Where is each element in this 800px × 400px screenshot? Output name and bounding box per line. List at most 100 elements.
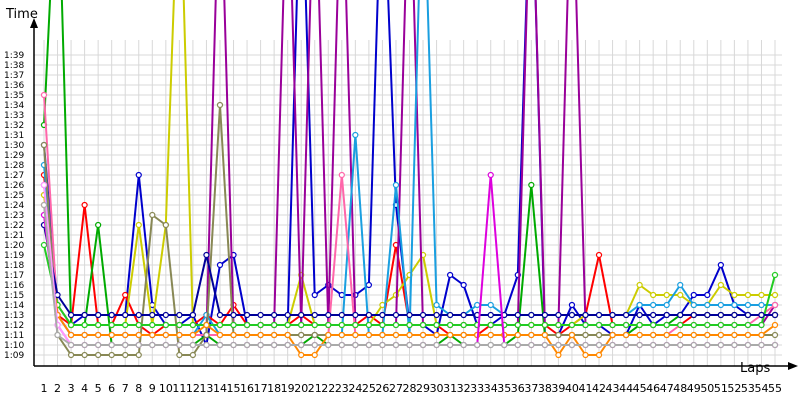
data-point <box>392 181 400 189</box>
data-point <box>311 311 318 319</box>
data-point <box>447 341 454 349</box>
x-tick-label: 32 <box>457 382 471 395</box>
x-tick-label: 36 <box>511 382 525 395</box>
data-point <box>122 291 129 299</box>
data-point <box>67 321 75 329</box>
data-point <box>189 351 197 359</box>
data-point <box>487 331 494 339</box>
data-point <box>95 311 102 319</box>
data-point <box>311 331 318 339</box>
data-point <box>636 341 643 349</box>
y-axis-arrow <box>30 18 38 28</box>
data-point <box>325 311 332 319</box>
y-tick-label: 1:26 <box>4 181 24 191</box>
data-point <box>514 341 521 349</box>
data-point <box>636 331 643 339</box>
data-point <box>555 341 562 349</box>
data-point <box>108 351 115 359</box>
data-point <box>460 311 467 319</box>
data-point <box>447 321 454 329</box>
data-point <box>744 291 752 299</box>
data-point <box>555 311 562 319</box>
data-point <box>284 331 291 339</box>
data-point <box>203 341 210 349</box>
data-point <box>663 301 670 309</box>
data-point <box>433 321 440 329</box>
y-tick-label: 1:27 <box>4 171 24 181</box>
data-point <box>419 341 427 349</box>
data-point <box>95 221 102 229</box>
x-tick-label: 4 <box>81 382 88 395</box>
y-tick-label: 1:32 <box>4 121 24 131</box>
data-point <box>243 331 251 339</box>
data-point <box>717 341 724 349</box>
data-point <box>771 321 779 329</box>
data-point <box>663 321 670 329</box>
x-tick-label: 55 <box>768 382 782 395</box>
y-tick-label: 1:16 <box>4 281 24 291</box>
y-tick-label: 1:19 <box>4 251 24 261</box>
data-point <box>731 311 738 319</box>
data-point <box>352 331 359 339</box>
data-point <box>771 301 779 309</box>
data-point <box>568 321 576 329</box>
data-point <box>95 321 102 329</box>
data-point <box>595 311 603 319</box>
data-point <box>744 301 752 309</box>
data-point <box>352 341 359 349</box>
data-point <box>149 341 156 349</box>
data-point <box>528 181 535 189</box>
data-point <box>690 301 697 309</box>
data-point <box>514 331 521 339</box>
data-point <box>176 321 183 329</box>
data-point <box>717 281 724 289</box>
data-point <box>663 291 670 299</box>
y-tick-label: 1:21 <box>4 231 24 241</box>
data-point <box>243 321 251 329</box>
data-point <box>771 311 779 319</box>
data-point <box>365 281 372 289</box>
data-point <box>162 311 169 319</box>
data-point <box>704 291 711 299</box>
x-tick-label: 1 <box>41 382 48 395</box>
data-point <box>392 331 400 339</box>
x-tick-label: 26 <box>375 382 389 395</box>
data-point <box>690 311 697 319</box>
y-tick-label: 1:28 <box>4 161 24 171</box>
data-point <box>690 341 697 349</box>
data-point <box>189 341 197 349</box>
data-point <box>122 321 129 329</box>
data-point <box>81 311 88 319</box>
x-tick-label: 7 <box>122 382 129 395</box>
data-point <box>650 331 657 339</box>
data-point <box>365 341 372 349</box>
y-tick-label: 1:14 <box>4 301 24 311</box>
data-point <box>230 321 237 329</box>
data-point <box>54 331 61 339</box>
data-point <box>487 341 494 349</box>
x-tick-label: 38 <box>538 382 552 395</box>
data-point <box>609 321 616 329</box>
x-tick-label: 13 <box>199 382 213 395</box>
y-tick-label: 1:24 <box>4 201 24 211</box>
data-point <box>298 331 305 339</box>
data-point <box>379 321 386 329</box>
data-point <box>555 351 562 359</box>
data-point <box>568 331 576 339</box>
y-tick-label: 1:35 <box>4 91 24 101</box>
data-point <box>40 181 48 189</box>
data-point <box>162 321 169 329</box>
data-point <box>677 281 684 289</box>
data-point <box>311 341 318 349</box>
x-tick-label: 17 <box>254 382 268 395</box>
data-point <box>365 311 372 319</box>
data-point <box>40 91 48 99</box>
data-point <box>189 331 197 339</box>
x-tick-label: 42 <box>592 382 606 395</box>
data-point <box>122 311 129 319</box>
x-tick-label: 16 <box>240 382 254 395</box>
y-tick-label: 1:37 <box>4 71 24 81</box>
data-point <box>338 171 345 179</box>
data-point <box>67 331 75 339</box>
